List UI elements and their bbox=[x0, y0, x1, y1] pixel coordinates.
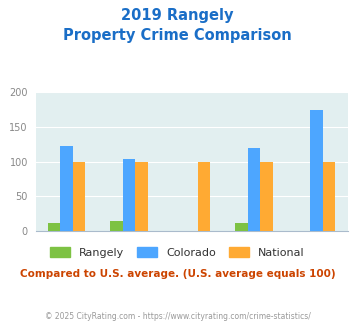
Bar bbox=[261, 162, 273, 231]
Text: 2019 Rangely: 2019 Rangely bbox=[121, 8, 234, 23]
Text: © 2025 CityRating.com - https://www.cityrating.com/crime-statistics/: © 2025 CityRating.com - https://www.city… bbox=[45, 312, 310, 321]
Bar bbox=[198, 162, 211, 231]
Bar bbox=[60, 146, 73, 231]
Bar bbox=[310, 110, 323, 231]
Bar bbox=[248, 148, 261, 231]
Text: Property Crime Comparison: Property Crime Comparison bbox=[63, 28, 292, 43]
Bar bbox=[123, 159, 136, 231]
Legend: Rangely, Colorado, National: Rangely, Colorado, National bbox=[48, 245, 307, 260]
Bar bbox=[323, 162, 335, 231]
Bar bbox=[235, 223, 248, 231]
Bar bbox=[73, 162, 86, 231]
Bar bbox=[110, 221, 123, 231]
Text: Compared to U.S. average. (U.S. average equals 100): Compared to U.S. average. (U.S. average … bbox=[20, 269, 335, 279]
Bar bbox=[136, 162, 148, 231]
Bar bbox=[48, 223, 60, 231]
